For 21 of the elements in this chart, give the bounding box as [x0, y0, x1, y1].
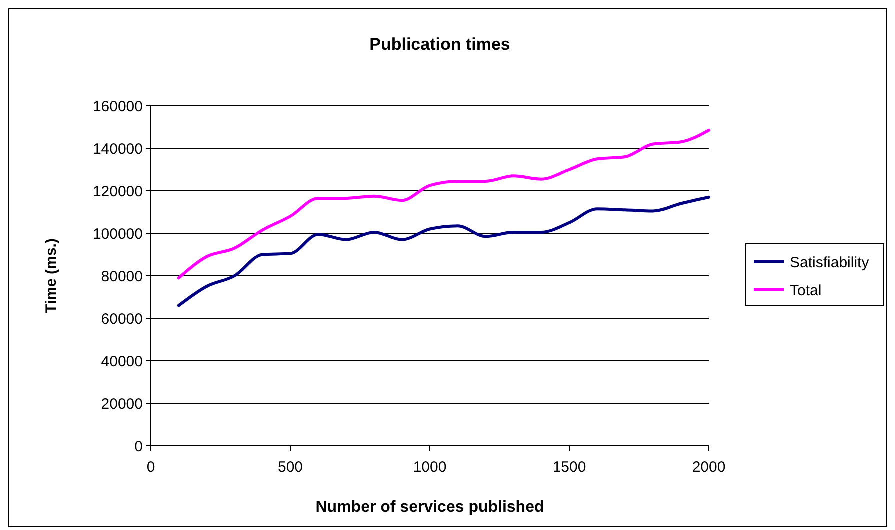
y-tick-label: 60000: [101, 310, 143, 328]
x-tick-label: 1000: [413, 459, 447, 476]
y-tick-label: 20000: [101, 396, 143, 413]
y-tick-label: 40000: [101, 353, 143, 370]
y-tick-label: 100000: [92, 226, 143, 243]
y-tick-label: 160000: [92, 98, 143, 116]
line-series: [177, 128, 710, 280]
x-axis-title: Number of services published: [316, 499, 544, 516]
y-axis-title: Time (ms.): [43, 238, 60, 314]
x-tick-label: 1500: [552, 459, 586, 476]
y-tick-label: 0: [134, 438, 143, 456]
legend-label: Total: [790, 282, 822, 300]
chart-title: Publication times: [370, 35, 510, 54]
legend-label: Satisfiability: [790, 254, 870, 272]
x-tick-label: 2000: [692, 459, 726, 476]
y-tick-label: 120000: [92, 183, 143, 200]
x-tick-label: 0: [146, 459, 156, 476]
y-tick-label: 80000: [101, 268, 143, 286]
x-tick-label: 500: [278, 459, 304, 476]
line-series: [177, 196, 710, 308]
y-tick-label: 140000: [92, 140, 143, 158]
